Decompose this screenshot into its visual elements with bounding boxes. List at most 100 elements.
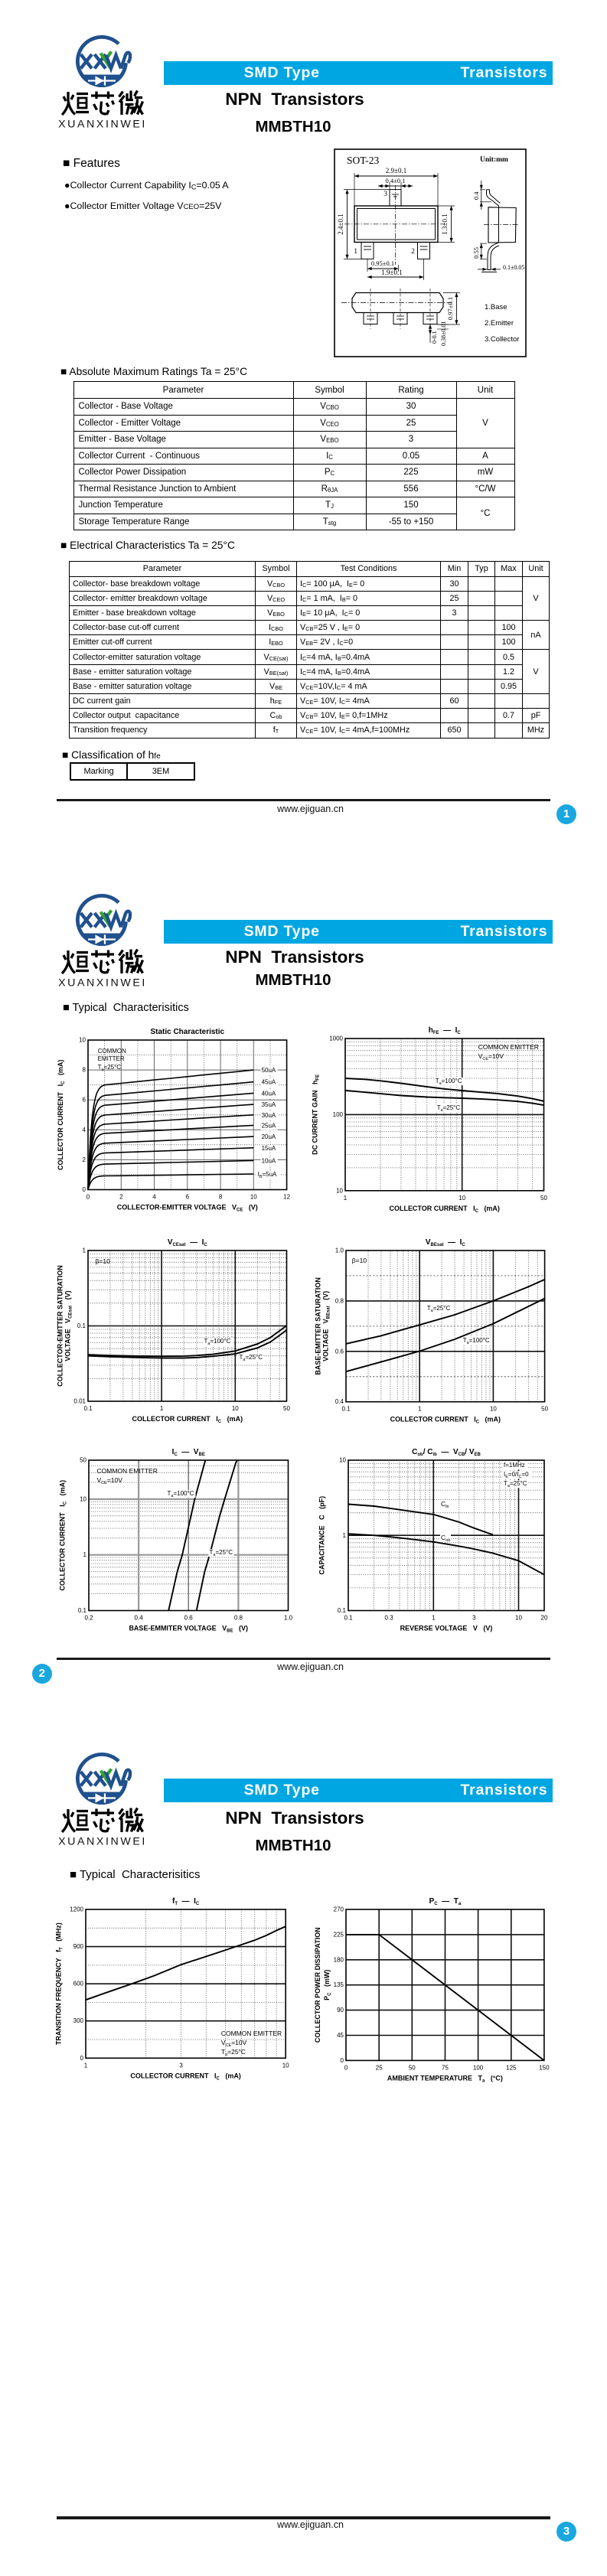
svg-text:0.1: 0.1 — [344, 1615, 353, 1622]
svg-text:Ta=25°C: Ta=25°C — [239, 1354, 263, 1362]
svg-text:3: 3 — [179, 2062, 183, 2069]
svg-text:VBEsat — IC: VBEsat — IC — [426, 1238, 466, 1247]
svg-text:0.38±0.01: 0.38±0.01 — [440, 321, 447, 346]
svg-text:0.97±0.1: 0.97±0.1 — [446, 297, 454, 320]
svg-text:40uA: 40uA — [262, 1090, 276, 1097]
svg-text:50: 50 — [409, 2064, 416, 2071]
svg-text:0.1: 0.1 — [83, 1405, 93, 1412]
svg-text:IB=5uA: IB=5uA — [258, 1171, 277, 1179]
svg-text:125: 125 — [506, 2064, 517, 2071]
svg-text:150: 150 — [539, 2064, 550, 2071]
svg-text:COLLECTOR-EMITTER SATURATION: COLLECTOR-EMITTER SATURATION — [56, 1265, 64, 1387]
svg-text:COLLECTOR CURRENT IC (mA): COLLECTOR CURRENT IC (mA) — [58, 1480, 67, 1591]
svg-text:1.9±0.1: 1.9±0.1 — [381, 269, 402, 276]
svg-text:REVERSE VOLTAGE V (V): REVERSE VOLTAGE V (V) — [400, 1625, 493, 1632]
svg-text:Ta=25°C: Ta=25°C — [221, 2048, 246, 2057]
svg-text:225: 225 — [333, 1931, 344, 1938]
svg-text:0.95±0.1: 0.95±0.1 — [371, 259, 394, 267]
svg-text:COLLECTOR CURRENT IC (mA): COLLECTOR CURRENT IC (mA) — [132, 1415, 243, 1424]
svg-text:1: 1 — [159, 1405, 163, 1412]
svg-text:1: 1 — [343, 1532, 347, 1539]
svg-text:Ta=100°C: Ta=100°C — [204, 1338, 230, 1346]
svg-text:10: 10 — [231, 1405, 238, 1412]
svg-text:50: 50 — [283, 1405, 290, 1412]
svg-text:10: 10 — [490, 1405, 497, 1412]
svg-text:45: 45 — [337, 2032, 344, 2039]
svg-text:270: 270 — [333, 1906, 344, 1912]
svg-text:2: 2 — [411, 248, 415, 256]
svg-text:1: 1 — [354, 248, 357, 256]
svg-text:COLLECTOR CURRENT IC (mA): COLLECTOR CURRENT IC (mA) — [130, 2072, 240, 2081]
svg-text:10: 10 — [459, 1195, 466, 1202]
svg-text:VCE=10V: VCE=10V — [478, 1052, 504, 1061]
svg-text:BASE-EMITTER SATURATION: BASE-EMITTER SATURATION — [315, 1277, 322, 1374]
svg-text:10: 10 — [80, 1495, 86, 1502]
svg-text:Ta=25°C: Ta=25°C — [504, 1480, 527, 1489]
svg-text:1.0: 1.0 — [283, 1615, 292, 1622]
svg-text:180: 180 — [333, 1956, 344, 1963]
svg-text:0: 0 — [86, 1193, 90, 1200]
svg-text:XUANXINWEI: XUANXINWEI — [58, 119, 146, 131]
svg-text:0.6: 0.6 — [184, 1615, 193, 1622]
svg-text:0.4: 0.4 — [335, 1398, 344, 1405]
svg-text:1: 1 — [84, 2062, 88, 2069]
svg-text:VOLTAGE VBEsat (V): VOLTAGE VBEsat (V) — [322, 1291, 331, 1361]
svg-text:COMMON EMITTER: COMMON EMITTER — [478, 1043, 539, 1051]
svg-text:EMITTER: EMITTER — [98, 1055, 125, 1062]
svg-text:0.8: 0.8 — [233, 1615, 243, 1622]
svg-text:1200: 1200 — [70, 1906, 83, 1913]
svg-text:COLLECTOR CURRENT IC (mA): COLLECTOR CURRENT IC (mA) — [390, 1205, 500, 1214]
svg-text:50uA: 50uA — [262, 1067, 276, 1074]
svg-text:900: 900 — [73, 1943, 84, 1950]
svg-text:4: 4 — [83, 1127, 86, 1133]
svg-text:0: 0 — [80, 2055, 84, 2062]
svg-text:Ta=25°C: Ta=25°C — [98, 1064, 122, 1072]
svg-text:0.01: 0.01 — [73, 1398, 86, 1405]
svg-text:3.Collector: 3.Collector — [485, 335, 519, 344]
svg-text:0: 0 — [340, 2057, 344, 2064]
svg-text:0.1±0.05: 0.1±0.05 — [503, 264, 524, 271]
svg-text:0.1: 0.1 — [338, 1607, 347, 1614]
svg-text:0.4±0.1: 0.4±0.1 — [386, 177, 406, 184]
svg-text:Ta=25°C: Ta=25°C — [427, 1305, 451, 1313]
svg-text:8: 8 — [83, 1067, 86, 1074]
svg-text:COLLECTOR-EMITTER VOLTAGE VC: COLLECTOR-EMITTER VOLTAGE VCE (V) — [117, 1203, 258, 1212]
svg-text:SOT-23: SOT-23 — [347, 155, 380, 166]
svg-text:25uA: 25uA — [262, 1122, 276, 1129]
svg-text:Cib: Cib — [441, 1500, 449, 1509]
svg-text:600: 600 — [73, 1981, 84, 1987]
svg-text:COMMON: COMMON — [98, 1048, 126, 1055]
svg-text:hFE — IC: hFE — IC — [429, 1026, 462, 1035]
svg-text:COMMON EMITTER: COMMON EMITTER — [96, 1467, 157, 1475]
svg-text:TRANSITION FREQUENCY fT (M: TRANSITION FREQUENCY fT (MHz) — [55, 1922, 64, 2045]
svg-text:45uA: 45uA — [262, 1079, 276, 1086]
svg-text:β=10: β=10 — [352, 1257, 367, 1264]
svg-text:0.6: 0.6 — [335, 1348, 344, 1355]
svg-text:10uA: 10uA — [262, 1157, 276, 1164]
svg-text:0.1: 0.1 — [342, 1405, 351, 1412]
svg-text:2: 2 — [83, 1156, 86, 1163]
svg-text:6: 6 — [186, 1193, 190, 1200]
svg-text:0.8: 0.8 — [335, 1297, 344, 1304]
svg-text:50: 50 — [540, 1195, 547, 1202]
svg-text:75: 75 — [442, 2064, 449, 2071]
svg-text:0.3: 0.3 — [385, 1615, 394, 1622]
svg-text:XUANXINWEI: XUANXINWEI — [58, 977, 146, 990]
svg-text:100: 100 — [473, 2064, 484, 2071]
svg-text:1: 1 — [344, 1195, 348, 1202]
svg-text:PC (mW): PC (mW) — [323, 1969, 332, 2000]
svg-text:Ta=100°C: Ta=100°C — [167, 1490, 194, 1498]
svg-text:Cob/ Cib — VCB/ VEB: Cob/ Cib — VCB/ VEB — [412, 1448, 481, 1457]
svg-text:0.4: 0.4 — [472, 191, 480, 200]
svg-text:2.9±0.1: 2.9±0.1 — [386, 167, 406, 174]
svg-text:COLLECTOR POWER DISSIPATION: COLLECTOR POWER DISSIPATION — [314, 1927, 321, 2043]
svg-text:12: 12 — [284, 1193, 291, 1200]
svg-text:BASE-EMMITER VOLTAGE VBE (: BASE-EMMITER VOLTAGE VBE (V) — [129, 1625, 248, 1634]
svg-text:2.4±0.1: 2.4±0.1 — [337, 214, 344, 234]
svg-text:4: 4 — [153, 1193, 157, 1200]
svg-text:135: 135 — [333, 1981, 344, 1988]
svg-text:0.55: 0.55 — [472, 247, 480, 259]
svg-text:1: 1 — [82, 1247, 86, 1254]
svg-text:Ta=25°C: Ta=25°C — [437, 1104, 461, 1113]
svg-text:0.1: 0.1 — [77, 1607, 86, 1614]
